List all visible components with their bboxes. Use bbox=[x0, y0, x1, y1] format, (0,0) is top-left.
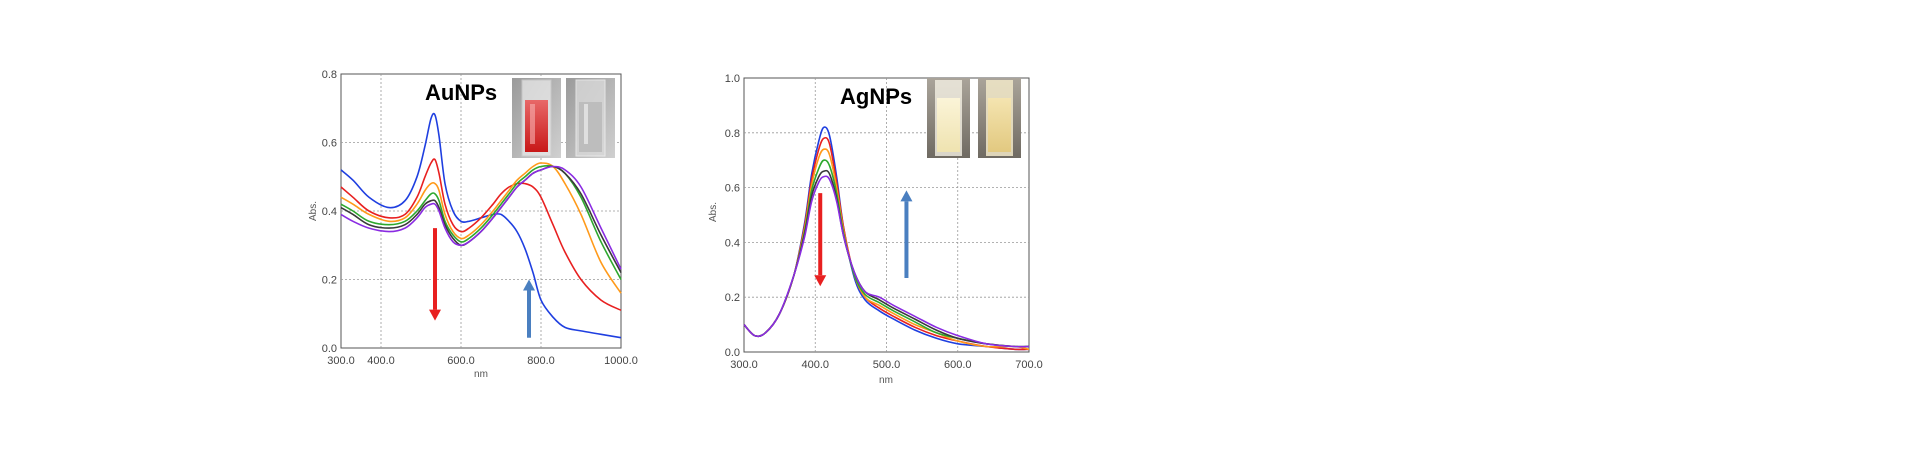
cuvette-photo-grey bbox=[566, 78, 615, 158]
x-tick-label: 1000.0 bbox=[604, 355, 638, 367]
tick-labels: 300.0 400.0 600.0 800.0 1000.0 0.0 0.2 0.4 0.6 0.… bbox=[322, 69, 638, 367]
arrow-group bbox=[429, 228, 535, 338]
y-tick-label: 0.4 bbox=[725, 237, 740, 249]
tick-labels: 300.0 400.0 500.0 600.0 700.0 0.0 0.2 0.4 0.6 0.8… bbox=[725, 73, 1043, 371]
chart-agnps: 300.0 400.0 500.0 600.0 700.0 0.0 0.2 0.4 0.6 0.8… bbox=[708, 73, 1043, 386]
x-tick-label: 600.0 bbox=[944, 359, 972, 371]
x-tick-label: 400.0 bbox=[801, 359, 829, 371]
series-line-3 bbox=[340, 162, 622, 294]
y-tick-label: 0.0 bbox=[725, 347, 740, 359]
x-tick-label: 400.0 bbox=[367, 355, 395, 367]
series-line-4 bbox=[340, 165, 622, 280]
x-axis-label: nm bbox=[474, 369, 488, 380]
y-tick-label: 0.8 bbox=[322, 69, 337, 81]
y-tick-label: 0.2 bbox=[322, 275, 337, 287]
x-tick-label: 300.0 bbox=[327, 355, 355, 367]
x-tick-label: 600.0 bbox=[447, 355, 475, 367]
cuvette-photo-red bbox=[512, 78, 561, 158]
x-tick-label: 800.0 bbox=[527, 355, 555, 367]
cuvette-photo-pale bbox=[927, 78, 970, 158]
y-axis-label: Abs. bbox=[708, 202, 719, 222]
y-tick-label: 1.0 bbox=[725, 73, 740, 85]
chart-title: AuNPs bbox=[425, 80, 497, 105]
y-tick-label: 0.8 bbox=[725, 128, 740, 140]
y-tick-label: 0.6 bbox=[322, 138, 337, 150]
cuvette-photo-yellow bbox=[978, 78, 1021, 158]
up-arrow-icon bbox=[523, 279, 535, 338]
series-line-1 bbox=[340, 112, 622, 339]
down-arrow-icon bbox=[814, 193, 827, 287]
chart-title: AgNPs bbox=[840, 84, 912, 109]
y-tick-label: 0.0 bbox=[322, 343, 337, 355]
chart-aunps: 300.0 400.0 600.0 800.0 1000.0 0.0 0.2 0.4 0.6 0.… bbox=[308, 69, 638, 380]
x-tick-label: 300.0 bbox=[730, 359, 758, 371]
y-tick-label: 0.2 bbox=[725, 292, 740, 304]
up-arrow-icon bbox=[900, 190, 913, 279]
x-axis-label: nm bbox=[879, 375, 893, 386]
series-group bbox=[743, 126, 1030, 351]
y-axis-label: Abs. bbox=[308, 201, 319, 221]
series-line-2 bbox=[340, 158, 622, 312]
x-tick-label: 700.0 bbox=[1015, 359, 1043, 371]
series-group bbox=[340, 112, 622, 339]
series-line-6 bbox=[340, 165, 622, 270]
series-line-6 bbox=[743, 175, 1030, 348]
x-tick-label: 500.0 bbox=[873, 359, 901, 371]
y-tick-label: 0.4 bbox=[322, 206, 337, 218]
arrow-group bbox=[814, 190, 913, 287]
y-tick-label: 0.6 bbox=[725, 183, 740, 195]
down-arrow-icon bbox=[429, 228, 441, 321]
